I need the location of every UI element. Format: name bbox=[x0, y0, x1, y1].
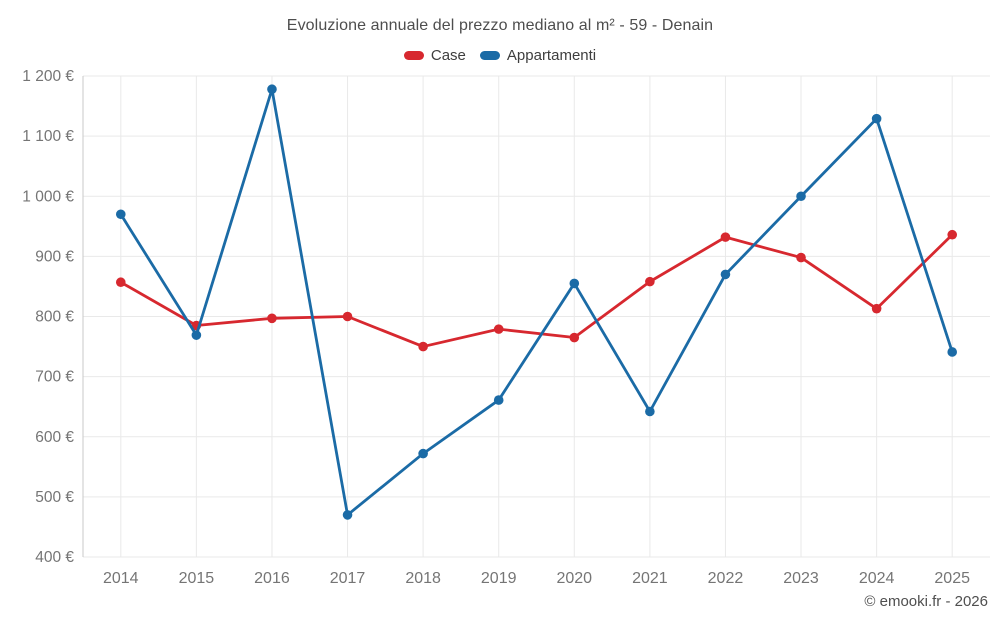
x-axis-tick-label: 2023 bbox=[783, 570, 819, 587]
data-point-case-2025[interactable] bbox=[947, 229, 958, 240]
y-axis-tick-label: 600 € bbox=[35, 429, 74, 446]
data-point-appartamenti-2025[interactable] bbox=[947, 347, 958, 357]
series-line-case bbox=[119, 233, 954, 348]
data-point-case-2024[interactable] bbox=[871, 303, 882, 314]
data-point-appartamenti-2023[interactable] bbox=[796, 191, 806, 202]
legend-swatch-case-icon bbox=[403, 51, 424, 60]
series-line-appartamenti bbox=[119, 87, 954, 517]
x-axis-tick-label: 2019 bbox=[481, 570, 517, 587]
data-point-appartamenti-2021[interactable] bbox=[645, 406, 655, 417]
data-point-case-2016[interactable] bbox=[267, 313, 277, 324]
data-point-appartamenti-2018[interactable] bbox=[418, 448, 428, 459]
y-axis-tick-label: 1 000 € bbox=[22, 188, 74, 205]
legend-label-case: Case bbox=[430, 47, 466, 64]
data-point-case-2020[interactable] bbox=[569, 332, 580, 343]
data-point-appartamenti-2022[interactable] bbox=[720, 269, 731, 280]
data-point-appartamenti-2019[interactable] bbox=[493, 395, 504, 405]
data-point-appartamenti-2020[interactable] bbox=[569, 278, 580, 289]
data-point-case-2019[interactable] bbox=[493, 324, 504, 334]
y-axis-tick-label: 1 200 € bbox=[22, 68, 74, 85]
data-point-appartamenti-2017[interactable] bbox=[342, 510, 353, 520]
legend-item-appartamenti[interactable]: Appartamenti bbox=[479, 47, 597, 64]
x-axis-tick-label: 2016 bbox=[254, 570, 290, 587]
data-point-appartamenti-2016[interactable] bbox=[267, 84, 277, 95]
x-axis-tick-label: 2014 bbox=[103, 570, 139, 587]
x-axis-tick-label: 2017 bbox=[330, 570, 366, 587]
data-point-case-2022[interactable] bbox=[720, 232, 731, 242]
legend-swatch-appartamenti-icon bbox=[479, 51, 500, 60]
y-axis-tick-label: 500 € bbox=[35, 489, 74, 506]
chart-title: Evoluzione annuale del prezzo mediano al… bbox=[286, 17, 714, 34]
y-axis-tick-label: 800 € bbox=[35, 309, 74, 326]
data-point-appartamenti-2014[interactable] bbox=[115, 209, 126, 220]
copyright-text: © emooki.fr - 2026 bbox=[864, 593, 988, 610]
x-axis-tick-label: 2025 bbox=[934, 570, 970, 587]
y-axis-tick-label: 1 100 € bbox=[22, 128, 74, 145]
chart-legend: Case Appartamenti bbox=[0, 47, 1000, 64]
x-axis-tick-label: 2018 bbox=[405, 570, 441, 587]
data-point-case-2021[interactable] bbox=[645, 276, 655, 287]
x-axis-tick-label: 2020 bbox=[556, 570, 592, 587]
data-point-appartamenti-2015[interactable] bbox=[191, 330, 202, 340]
x-axis-tick-label: 2015 bbox=[179, 570, 215, 587]
y-axis-tick-label: 700 € bbox=[35, 369, 74, 386]
x-axis-tick-label: 2022 bbox=[708, 570, 744, 587]
data-point-case-2023[interactable] bbox=[796, 252, 806, 263]
y-axis-tick-label: 400 € bbox=[35, 549, 74, 566]
y-axis-tick-label: 900 € bbox=[35, 248, 74, 265]
legend-item-case[interactable]: Case bbox=[403, 47, 466, 64]
x-axis-tick-label: 2021 bbox=[632, 570, 668, 587]
data-point-case-2014[interactable] bbox=[115, 277, 126, 288]
data-point-appartamenti-2024[interactable] bbox=[871, 113, 882, 124]
x-axis-tick-label: 2024 bbox=[859, 570, 895, 587]
data-point-case-2018[interactable] bbox=[418, 341, 428, 352]
data-point-case-2017[interactable] bbox=[342, 311, 353, 322]
legend-label-appartamenti: Appartamenti bbox=[506, 47, 597, 64]
